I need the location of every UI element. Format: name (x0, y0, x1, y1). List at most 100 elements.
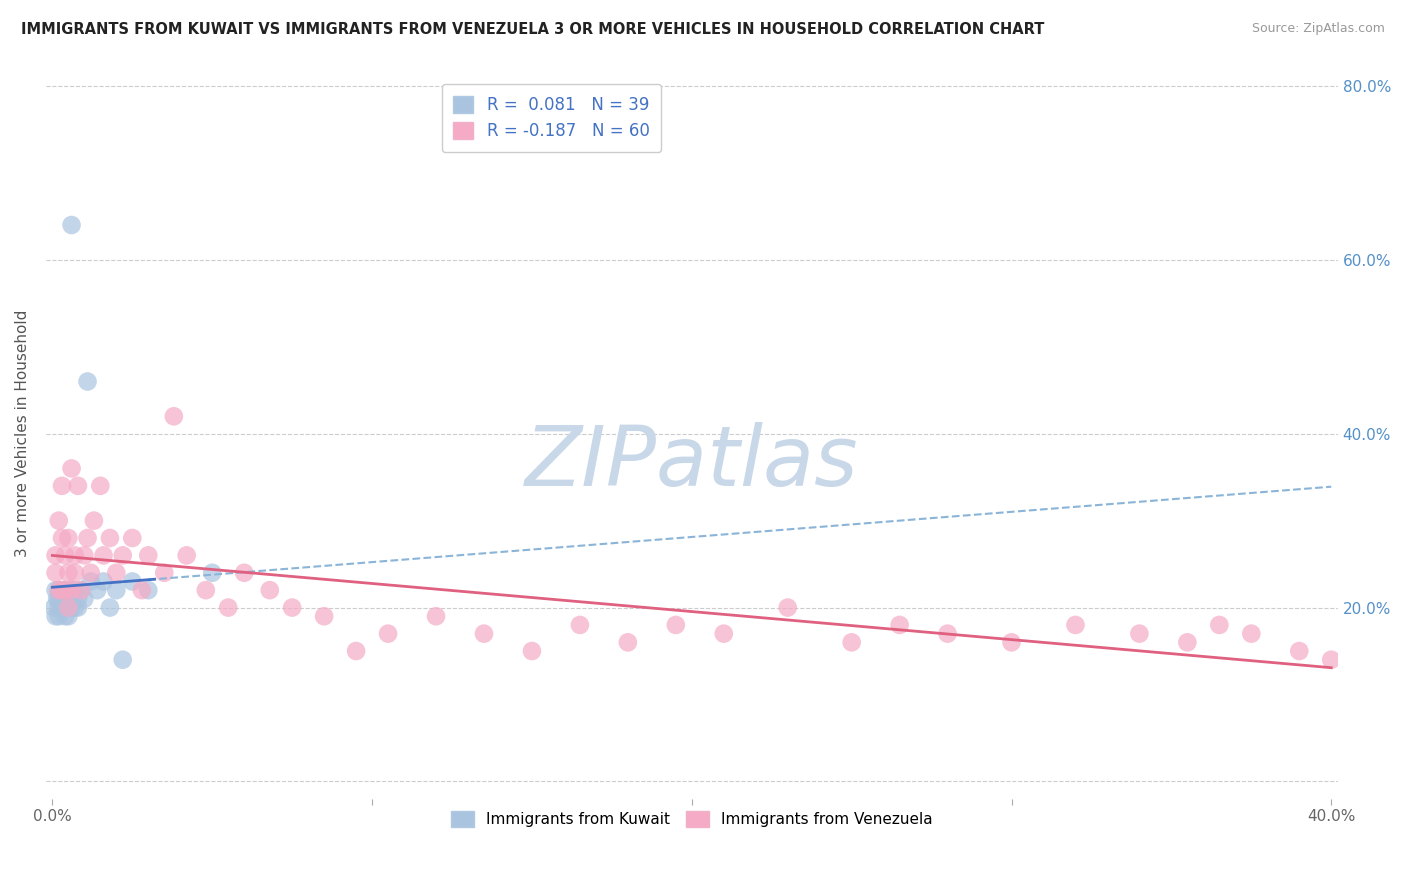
Point (665, 618, 688, 632)
Point (58, 609, 80, 624)
Point (53, 591, 76, 606)
Point (377, 626, 399, 640)
Point (46, 591, 69, 606)
Point (58, 591, 80, 606)
Point (80, 566, 103, 580)
Point (233, 566, 256, 580)
Point (60, 583, 83, 598)
Point (60, 600, 83, 615)
Text: IMMIGRANTS FROM KUWAIT VS IMMIGRANTS FROM VENEZUELA 3 OR MORE VEHICLES IN HOUSEH: IMMIGRANTS FROM KUWAIT VS IMMIGRANTS FRO… (21, 22, 1045, 37)
Point (136, 583, 159, 598)
Point (60, 218, 83, 232)
Point (93, 549, 115, 563)
Point (131, 583, 153, 598)
Point (51, 600, 73, 615)
Point (344, 644, 367, 658)
Point (63, 566, 86, 580)
Point (48, 600, 70, 615)
Point (1320, 653, 1343, 667)
Point (314, 609, 336, 624)
Point (76, 375, 98, 389)
Point (45, 549, 67, 563)
Point (73, 591, 96, 606)
Point (51, 583, 73, 598)
Point (201, 566, 224, 580)
Point (776, 600, 799, 615)
Point (217, 600, 239, 615)
Point (48, 609, 70, 624)
Point (80, 574, 103, 589)
Point (153, 566, 176, 580)
Point (73, 549, 96, 563)
Point (98, 531, 121, 545)
Point (48, 514, 70, 528)
Point (176, 549, 198, 563)
Point (58, 583, 80, 598)
Point (45, 609, 67, 624)
Point (63, 600, 86, 615)
Point (60, 461, 83, 475)
Point (51, 591, 73, 606)
Point (58, 566, 80, 580)
Point (111, 653, 134, 667)
Text: ZIPatlas: ZIPatlas (524, 423, 859, 503)
Point (70, 583, 93, 598)
Point (1128, 626, 1150, 640)
Point (45, 583, 67, 598)
Point (1208, 618, 1230, 632)
Point (66, 600, 89, 615)
Point (48, 583, 70, 598)
Point (1240, 626, 1263, 640)
Point (105, 566, 128, 580)
Point (121, 574, 143, 589)
Point (111, 549, 134, 563)
Point (45, 566, 67, 580)
Point (58, 600, 80, 615)
Point (42, 600, 65, 615)
Point (1064, 618, 1087, 632)
Point (617, 635, 640, 649)
Point (93, 574, 115, 589)
Point (66, 479, 89, 493)
Point (58, 600, 80, 615)
Point (51, 479, 73, 493)
Point (89, 479, 111, 493)
Point (889, 618, 911, 632)
Text: Source: ZipAtlas.com: Source: ZipAtlas.com (1251, 22, 1385, 36)
Y-axis label: 3 or more Vehicles in Household: 3 or more Vehicles in Household (15, 310, 30, 558)
Point (713, 626, 735, 640)
Point (936, 626, 959, 640)
Point (53, 583, 76, 598)
Point (86, 583, 108, 598)
Point (163, 409, 186, 424)
Point (58, 531, 80, 545)
Point (841, 635, 863, 649)
Point (281, 600, 304, 615)
Point (53, 583, 76, 598)
Point (51, 583, 73, 598)
Point (83, 514, 105, 528)
Point (136, 549, 159, 563)
Point (63, 583, 86, 598)
Point (98, 600, 121, 615)
Point (51, 600, 73, 615)
Legend: Immigrants from Kuwait, Immigrants from Venezuela: Immigrants from Kuwait, Immigrants from … (443, 804, 941, 835)
Point (568, 618, 591, 632)
Point (472, 626, 495, 640)
Point (53, 609, 76, 624)
Point (53, 549, 76, 563)
Point (1177, 635, 1199, 649)
Point (53, 600, 76, 615)
Point (66, 591, 89, 606)
Point (70, 583, 93, 598)
Point (1288, 644, 1310, 658)
Point (1000, 635, 1022, 649)
Point (63, 549, 86, 563)
Point (48, 591, 70, 606)
Point (194, 583, 217, 598)
Point (520, 644, 543, 658)
Point (51, 531, 73, 545)
Point (48, 583, 70, 598)
Point (121, 531, 143, 545)
Point (51, 591, 73, 606)
